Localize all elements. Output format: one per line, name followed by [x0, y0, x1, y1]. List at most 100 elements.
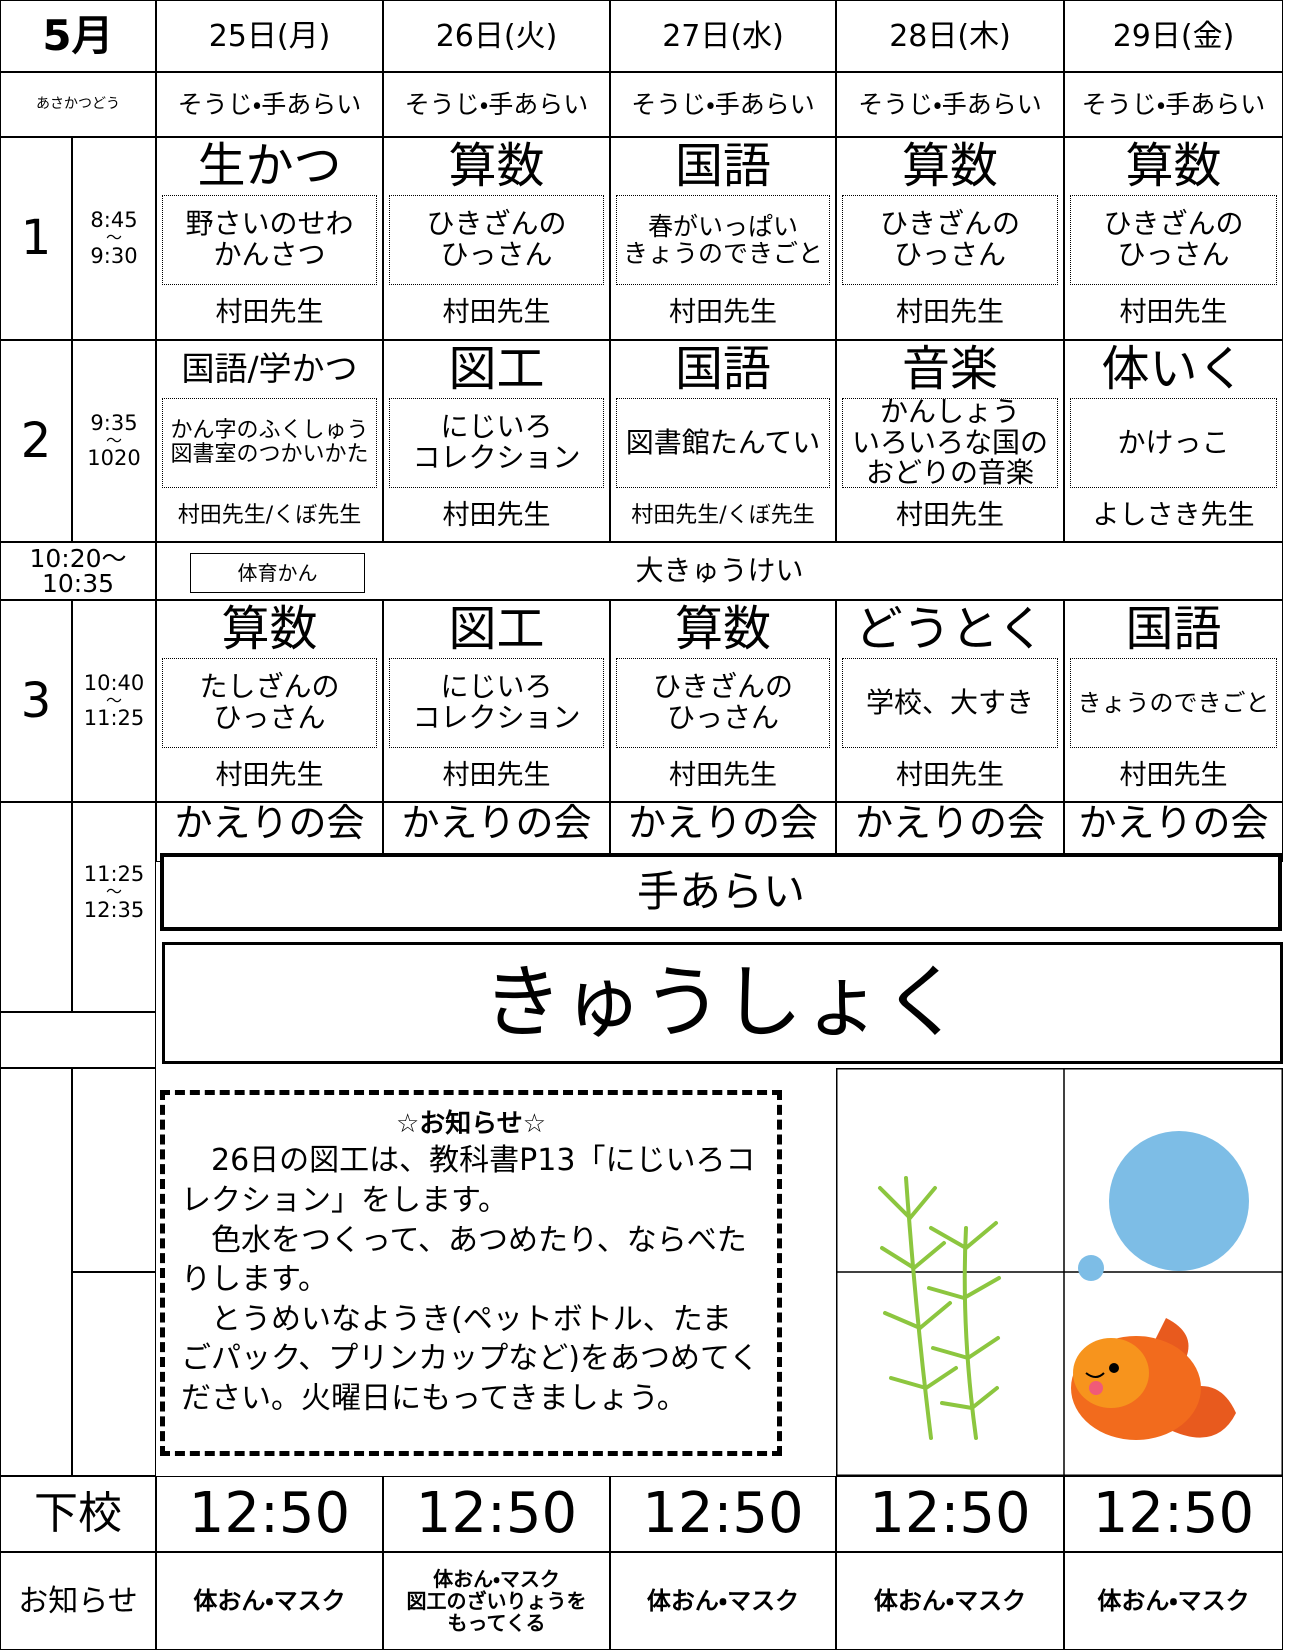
class-cell: [610, 137, 836, 340]
subject: 体いく: [1101, 340, 1246, 397]
break-place: 体育かん: [190, 553, 365, 593]
notice-paragraph: 色水をつくって、あつめたり、ならべたりします。: [181, 1222, 747, 1298]
class-cell: [1064, 600, 1283, 802]
teacher: 村田先生: [442, 297, 551, 329]
morning-label: あさかつどう: [0, 72, 156, 137]
notice-left-2: [72, 1068, 156, 1272]
period-number: 2: [0, 340, 72, 542]
break-row: [156, 542, 1283, 600]
dismissal-label: 下校: [0, 1476, 156, 1552]
subject: 算数: [674, 600, 771, 657]
break-label: 大きゅうけい: [635, 553, 804, 587]
class-cell: [383, 600, 610, 802]
subject: 算数: [448, 137, 545, 194]
notice-paragraph: とうめいなようき(ペットボトル、たまごパック、プリンカップなど)をあつめてくださ…: [181, 1301, 760, 1416]
class-content: にじいろ コレクション: [389, 658, 604, 748]
class-content: 学校、大すき: [842, 658, 1058, 748]
class-content: かんしょう いろいろな国の おどりの音楽: [842, 396, 1058, 488]
subject: 国語: [674, 137, 771, 194]
teacher: 村田先生: [669, 760, 777, 792]
time-end: 9:30: [90, 243, 138, 268]
teacher: 村田先生/くぼ先生: [177, 502, 362, 528]
closing: かえりの会: [610, 802, 836, 862]
class-content: かん字のふくしゅう 図書室のつかいかた: [162, 398, 377, 488]
teacher: 村田先生: [442, 500, 551, 532]
subject: 国語: [1125, 600, 1222, 657]
morning-item: そうじ・手あらい: [383, 72, 610, 137]
lunch-time: 11:25 ～ 12:35: [72, 802, 156, 1012]
class-content: 野さいのせわ かんさつ: [162, 195, 377, 285]
class-cell: [1064, 340, 1283, 542]
dismissal-time: 12:50: [383, 1476, 610, 1552]
lunch-spacer: [0, 1012, 156, 1068]
dismissal-time: 12:50: [156, 1476, 383, 1552]
subject: 算数: [221, 600, 318, 657]
time-tilde: ～: [105, 882, 122, 902]
teacher: 村田先生: [442, 760, 551, 792]
meal: きゅうしょく: [162, 942, 1283, 1064]
subject: どうとく: [854, 600, 1046, 657]
dismissal-time: 12:50: [836, 1476, 1064, 1552]
morning-item: そうじ・手あらい: [1064, 72, 1283, 137]
reminder-item: 体おん・マスク: [156, 1552, 383, 1650]
teacher: 村田先生: [215, 760, 324, 792]
time-end: 11:25: [83, 706, 145, 731]
period-number: 1: [0, 137, 72, 340]
class-cell: [610, 340, 836, 542]
reminder-item: 体おん・マスク: [610, 1552, 836, 1650]
notice-paragraph: 26日の図工は、教科書P13「にじいろコレクション」をします。: [181, 1143, 756, 1218]
reminders-label: お知らせ: [0, 1552, 156, 1650]
reminder-item: 体おん・マスク 図工のざいりょうを もってくる: [383, 1552, 610, 1650]
class-content: ひきざんの ひっさん: [1070, 195, 1277, 285]
teacher: 村田先生: [896, 297, 1004, 329]
reminder-item: 体おん・マスク: [1064, 1552, 1283, 1650]
time-start: 10:40: [83, 670, 145, 695]
day-header: 27日(水): [610, 0, 836, 72]
day-header: 26日(火): [383, 0, 610, 72]
subject: 算数: [901, 137, 998, 194]
class-cell: [836, 137, 1064, 340]
subject: 算数: [1125, 137, 1222, 194]
class-content: 春がいっぱい きょうのできごと: [616, 195, 830, 285]
time-start: 8:45: [90, 208, 138, 232]
class-content: にじいろ コレクション: [389, 398, 604, 488]
class-cell: [1064, 137, 1283, 340]
class-content: ひきざんの ひっさん: [389, 195, 604, 285]
day-header: 25日(月): [156, 0, 383, 72]
teacher: 村田先生: [215, 297, 324, 329]
break-time: 10:20～ 10:35: [0, 542, 156, 600]
period-time: 9:35 ～ 1020: [72, 340, 156, 542]
morning-item: そうじ・手あらい: [610, 72, 836, 137]
subject: 図工: [448, 340, 545, 397]
class-content: きょうのできごと: [1070, 658, 1277, 748]
time-start: 11:25: [83, 862, 145, 886]
dismissal-time: 12:50: [610, 1476, 836, 1552]
class-cell: [383, 340, 610, 542]
class-cell: [383, 137, 610, 340]
class-content: ひきざんの ひっさん: [616, 658, 830, 748]
subject: 生かつ: [197, 137, 342, 194]
day-header: 29日(金): [1064, 0, 1283, 72]
time-tilde: ～: [105, 690, 122, 710]
notice-left: [0, 1068, 72, 1476]
month: 5月: [0, 0, 156, 72]
teacher: 村田先生: [896, 500, 1004, 532]
time-end: 1020: [87, 446, 141, 471]
time-start: 9:35: [90, 410, 138, 435]
teacher: 村田先生: [669, 297, 777, 329]
subject: 国語: [674, 340, 771, 397]
class-cell: [156, 340, 383, 542]
time-end: 12:35: [83, 897, 145, 922]
class-cell: [610, 600, 836, 802]
reminder-item: 体おん・マスク: [836, 1552, 1064, 1650]
teacher: 村田先生: [1119, 297, 1228, 329]
day-header: 28日(木): [836, 0, 1064, 72]
lunch-left: [0, 802, 72, 1012]
notice-title: ☆お知らせ☆: [395, 1109, 547, 1139]
notice-box: ☆お知らせ☆ 26日の図工は、教科書P13「にじいろコレクション」をします。 色水…: [160, 1090, 782, 1456]
period-time: 10:40 ～ 11:25: [72, 600, 156, 802]
period-time: 8:45 ～ 9:30: [72, 137, 156, 340]
period-number: 3: [0, 600, 72, 802]
teacher: 村田先生: [896, 760, 1004, 792]
